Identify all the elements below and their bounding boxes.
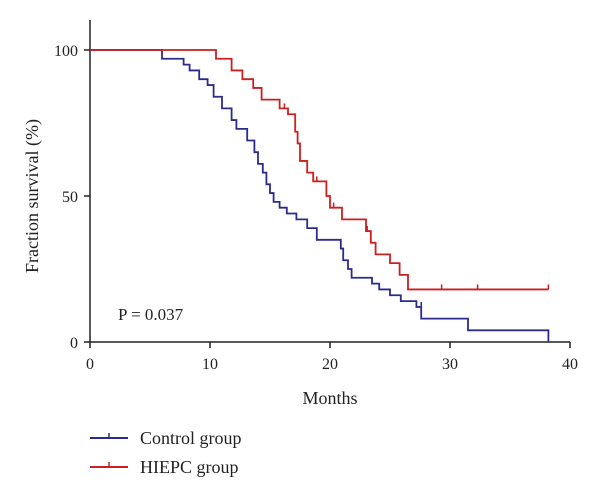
y-tick-label: 0 [70, 335, 78, 352]
legend: Control group HIEPC group [90, 428, 242, 477]
series-line-hiepc [90, 49, 549, 291]
x-tick-label: 0 [86, 356, 94, 373]
series-line-control [90, 49, 550, 342]
y-tick-label: 100 [54, 43, 78, 60]
y-tick-label: 50 [62, 189, 78, 206]
x-tick-label: 10 [202, 356, 218, 373]
legend-item-hiepc: HIEPC group [90, 457, 239, 477]
x-tick-label: 30 [442, 356, 458, 373]
legend-label-hiepc: HIEPC group [140, 457, 239, 477]
legend-item-control: Control group [90, 428, 242, 448]
x-tick-label: 20 [322, 356, 338, 373]
y-axis-label: Fraction survival (%) [22, 119, 43, 273]
legend-label-control: Control group [140, 428, 242, 448]
axes: 0 10 20 30 40 0 50 100 [54, 20, 578, 373]
x-tick-label: 40 [562, 356, 578, 373]
plot-area [90, 49, 550, 342]
p-value-annotation: P = 0.037 [118, 305, 184, 324]
x-axis-label: Months [302, 388, 357, 408]
